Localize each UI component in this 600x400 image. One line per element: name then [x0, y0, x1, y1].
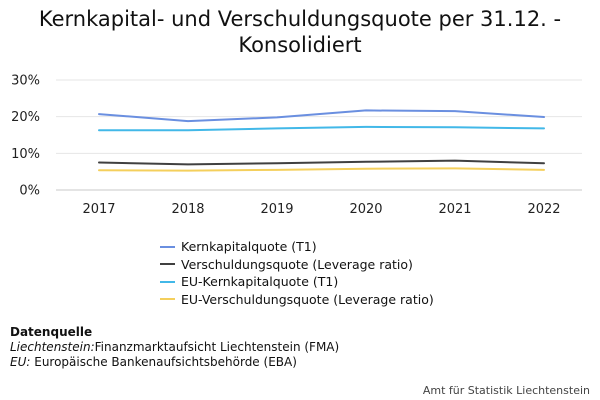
x-axis-ticks: 2017 2018 2019 2020 2021 2022 — [82, 202, 560, 217]
y-tick-label: 0% — [19, 184, 40, 199]
credit-text: Amt für Statistik Liechtenstein — [422, 384, 590, 397]
x-tick-label: 2019 — [260, 202, 293, 217]
x-tick-label: 2017 — [82, 202, 115, 217]
series-line-2[interactable] — [98, 159, 545, 166]
source-line-eu: EU: Europäische Bankenaufsichtsbehörde (… — [10, 355, 339, 370]
source-heading: Datenquelle — [10, 325, 93, 339]
y-axis-ticks: 0% 10% 20% 30% — [11, 74, 40, 199]
x-tick-label: 2018 — [171, 202, 204, 217]
legend-label: Kernkapitalquote (T1) — [181, 239, 317, 255]
series-line-3[interactable] — [98, 125, 545, 132]
series-group — [98, 109, 545, 172]
source-text-liechtenstein: Finanzmarktaufsicht Liechtenstein (FMA) — [94, 340, 340, 354]
chart-title: Kernkapital- und Verschuldungsquote per … — [0, 6, 600, 58]
line-chart: 0% 10% 20% 30% 2017 2018 2019 2020 2021 2022 — [11, 74, 582, 217]
legend-label: Verschuldungsquote (Leverage ratio) — [181, 256, 413, 272]
y-tick-label: 30% — [11, 74, 40, 89]
legend-swatch — [160, 263, 175, 266]
legend-swatch — [160, 298, 175, 301]
y-tick-label: 10% — [11, 147, 40, 162]
legend-item-2[interactable]: Verschuldungsquote (Leverage ratio) — [160, 256, 434, 274]
x-tick-label: 2021 — [438, 202, 471, 217]
legend-label: EU-Verschuldungsquote (Leverage ratio) — [181, 291, 434, 307]
chart-title-line-1: Kernkapital- und Verschuldungsquote per … — [38, 7, 562, 31]
x-tick-label: 2022 — [527, 202, 560, 217]
source-label-eu: EU: — [10, 355, 31, 369]
grid-lines — [56, 79, 582, 191]
series-line-4[interactable] — [98, 167, 545, 172]
legend-item-1[interactable]: Kernkapitalquote (T1) — [160, 238, 434, 256]
x-tick-label: 2020 — [349, 202, 382, 217]
source-line-liechtenstein: Liechtenstein:Finanzmarktaufsicht Liecht… — [10, 340, 339, 355]
y-tick-label: 20% — [11, 110, 40, 125]
data-source: Datenquelle Liechtenstein:Finanzmarktauf… — [10, 325, 339, 370]
legend-item-4[interactable]: EU-Verschuldungsquote (Leverage ratio) — [160, 291, 434, 309]
chart-legend[interactable]: Kernkapitalquote (T1) Verschuldungsquote … — [160, 238, 434, 308]
legend-item-3[interactable]: EU-Kernkapitalquote (T1) — [160, 273, 434, 291]
legend-label: EU-Kernkapitalquote (T1) — [181, 274, 339, 290]
legend-swatch — [160, 245, 175, 248]
source-text-eu: Europäische Bankenaufsichtsbehörde (EBA) — [30, 355, 297, 369]
legend-swatch — [160, 280, 175, 283]
source-label-liechtenstein: Liechtenstein: — [10, 340, 95, 354]
chart-title-line-2: Konsolidiert — [238, 33, 362, 57]
series-line-1[interactable] — [98, 109, 545, 123]
